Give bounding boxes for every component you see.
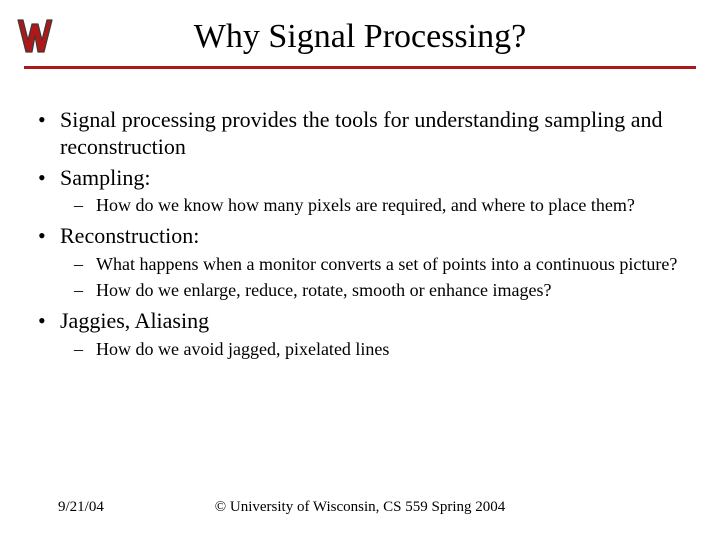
footer-date: 9/21/04 xyxy=(58,499,104,516)
sub-bullet-item: What happens when a monitor converts a s… xyxy=(74,254,682,276)
sub-bullet-list: What happens when a monitor converts a s… xyxy=(60,254,682,302)
bullet-text: Sampling: xyxy=(60,165,150,190)
sub-bullet-list: How do we avoid jagged, pixelated lines xyxy=(60,339,682,361)
sub-bullet-text: How do we avoid jagged, pixelated lines xyxy=(96,339,389,359)
sub-bullet-text: What happens when a monitor converts a s… xyxy=(96,254,677,274)
bullet-text: Reconstruction: xyxy=(60,223,199,248)
wisconsin-logo xyxy=(14,14,62,58)
sub-bullet-item: How do we enlarge, reduce, rotate, smoot… xyxy=(74,280,682,302)
slide-header: Why Signal Processing? xyxy=(0,0,720,81)
sub-bullet-text: How do we know how many pixels are requi… xyxy=(96,195,635,215)
bullet-text: Jaggies, Aliasing xyxy=(60,308,209,333)
sub-bullet-text: How do we enlarge, reduce, rotate, smoot… xyxy=(96,280,552,300)
slide-footer: 9/21/04 © University of Wisconsin, CS 55… xyxy=(0,499,720,516)
bullet-item: Jaggies, Aliasing How do we avoid jagged… xyxy=(38,308,682,361)
sub-bullet-list: How do we know how many pixels are requi… xyxy=(60,195,682,217)
slide-title: Why Signal Processing? xyxy=(70,18,650,56)
footer-copyright: © University of Wisconsin, CS 559 Spring… xyxy=(38,499,682,516)
bullet-item: Signal processing provides the tools for… xyxy=(38,107,682,161)
bullet-item: Reconstruction: What happens when a moni… xyxy=(38,223,682,302)
slide-content: Signal processing provides the tools for… xyxy=(0,81,720,361)
bullet-item: Sampling: How do we know how many pixels… xyxy=(38,165,682,218)
sub-bullet-item: How do we know how many pixels are requi… xyxy=(74,195,682,217)
bullet-text: Signal processing provides the tools for… xyxy=(60,107,662,159)
title-underline xyxy=(24,66,696,69)
sub-bullet-item: How do we avoid jagged, pixelated lines xyxy=(74,339,682,361)
bullet-list: Signal processing provides the tools for… xyxy=(38,107,682,361)
